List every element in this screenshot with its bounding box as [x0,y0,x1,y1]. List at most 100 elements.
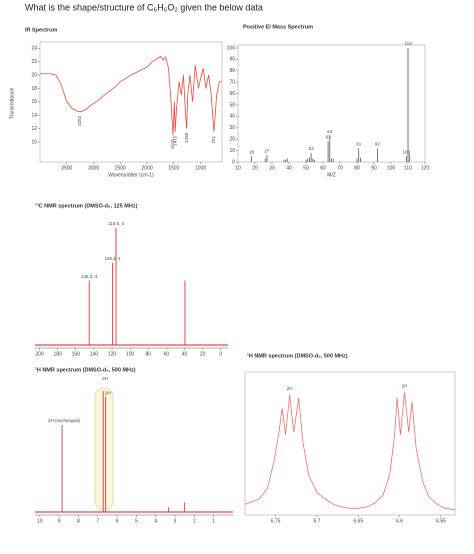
peak-label: 751 [211,135,216,143]
x-tick-label: 2 [193,518,196,524]
x-tick-label: 40 [182,351,188,357]
x-tick-label: 110 [404,165,412,171]
y-tick-label: 22 [31,59,37,65]
chart-title: ¹H NMR spectrum (DMSO-d₆, 500 MHz) [247,352,348,359]
y-tick-label: 60 [229,91,235,97]
peak-label: 2H [402,384,408,389]
y-tick-label: 10 [229,148,235,154]
x-tick-label: 120 [421,165,430,171]
x-tick-label: 180 [53,351,62,357]
x-tick-label: 7 [96,518,99,524]
peak-label: 2H [105,390,111,395]
x-axis-label: Wavenumber (cm-1) [108,172,154,178]
x-tick-label: 6.75 [271,518,281,524]
y-tick-label: 50 [229,102,235,108]
peak-label: 2H [287,386,293,391]
y-tick-label: 80 [229,68,235,74]
y-tick-label: 100 [227,45,236,51]
x-tick-label: 8 [77,518,80,524]
x-tick-label: 60 [164,351,170,357]
chart-title: ¹H NMR spectrum (DMSO-d₆, 500 MHz) [35,366,136,373]
y-tick-label: 12 [31,126,37,132]
y-tick-label: 30 [229,125,235,131]
y-tick-label: 70 [229,80,235,86]
peak-label: 53 [309,146,315,151]
x-tick-label: 40 [286,165,292,171]
spectrum-line [244,392,456,511]
chart-title: IR Spectrum [25,27,58,33]
x-tick-label: 70 [337,165,343,171]
y-tick-label: 24 [31,46,37,52]
x-tick-label: 0 [219,351,222,357]
x-tick-label: 1000 [195,165,206,171]
y-tick-label: 16 [31,99,37,105]
y-tick-label: 20 [31,72,37,78]
peak-label: 63 [326,135,332,140]
plot-frame [244,371,456,516]
x-tick-label: 60 [320,165,326,171]
y-tick-label: 10 [31,139,37,145]
x-tick-label: 10 [37,518,43,524]
x-tick-label: 80 [354,165,360,171]
x-tick-label: 200 [35,351,44,357]
x-tick-label: 9 [58,518,61,524]
x-tick-label: 1500 [168,165,179,171]
peak-label: 115.6, 4 [108,221,124,226]
peak-label: 81 [356,142,362,147]
x-tick-label: 90 [371,165,377,171]
x-tick-label: 6.65 [353,518,363,524]
chart-title: Positive EI Mass Spectrum [243,24,313,30]
peak-label: 1515 [170,139,175,150]
peak-label: 18 [249,149,255,154]
x-tick-label: 160 [72,351,81,357]
x-tick-label: 140 [90,351,99,357]
peak-label: 1475 [172,135,177,146]
x-tick-label: 2000 [141,165,152,171]
y-tick-label: 14 [31,113,37,119]
x-tick-label: 20 [200,351,206,357]
y-tick-label: 0 [232,159,235,165]
chart-title: ¹³C NMR spectrum (DMSO-d₆, 125 MHz) [35,202,138,209]
peak-label: 3252 [77,115,82,126]
x-tick-label: 50 [303,165,309,171]
y-axis-label: Transmittance [9,88,15,120]
spectrum-line [40,55,222,136]
peak-label: 119.3, 4 [105,256,121,261]
highlight [94,387,114,511]
x-tick-label: 6.7 [313,518,320,524]
peak-label: 109 [403,149,411,154]
peak-label: 64 [327,129,333,134]
peak-label: 92 [375,142,381,147]
peak-label: 27 [264,148,270,153]
x-tick-label: 6 [116,518,119,524]
x-tick-label: 100 [126,351,135,357]
peak-label: 2H (exchanged) [48,418,81,423]
question: What is the shape/structure of C₆H₆O₂ gi… [25,2,263,12]
x-tick-label: 6.6 [396,518,403,524]
x-tick-label: 30 [269,165,275,171]
x-tick-label: 20 [252,165,258,171]
y-tick-label: 18 [31,86,37,92]
x-tick-label: 120 [108,351,117,357]
peak-label: 110 [404,41,412,46]
peak-label: 2H [102,376,108,381]
x-tick-label: 80 [145,351,151,357]
x-tick-label: 10 [235,165,241,171]
x-tick-label: 2500 [115,165,126,171]
y-tick-label: 90 [229,57,235,63]
x-tick-label: 6.55 [436,518,446,524]
plot-frame [237,44,426,163]
peak-label: 145.2, 4 [81,274,98,279]
x-tick-label: 5 [135,518,138,524]
x-tick-label: 3 [174,518,177,524]
x-tick-label: 4 [154,518,157,524]
x-tick-label: 3500 [61,165,72,171]
y-tick-label: 40 [229,114,235,120]
x-tick-label: 3000 [88,165,99,171]
x-tick-label: 1 [212,518,215,524]
peak-label: 1260 [184,132,189,143]
y-tick-label: 20 [229,137,235,143]
x-tick-label: 100 [387,165,396,171]
x-axis-label: M/Z [327,172,336,178]
